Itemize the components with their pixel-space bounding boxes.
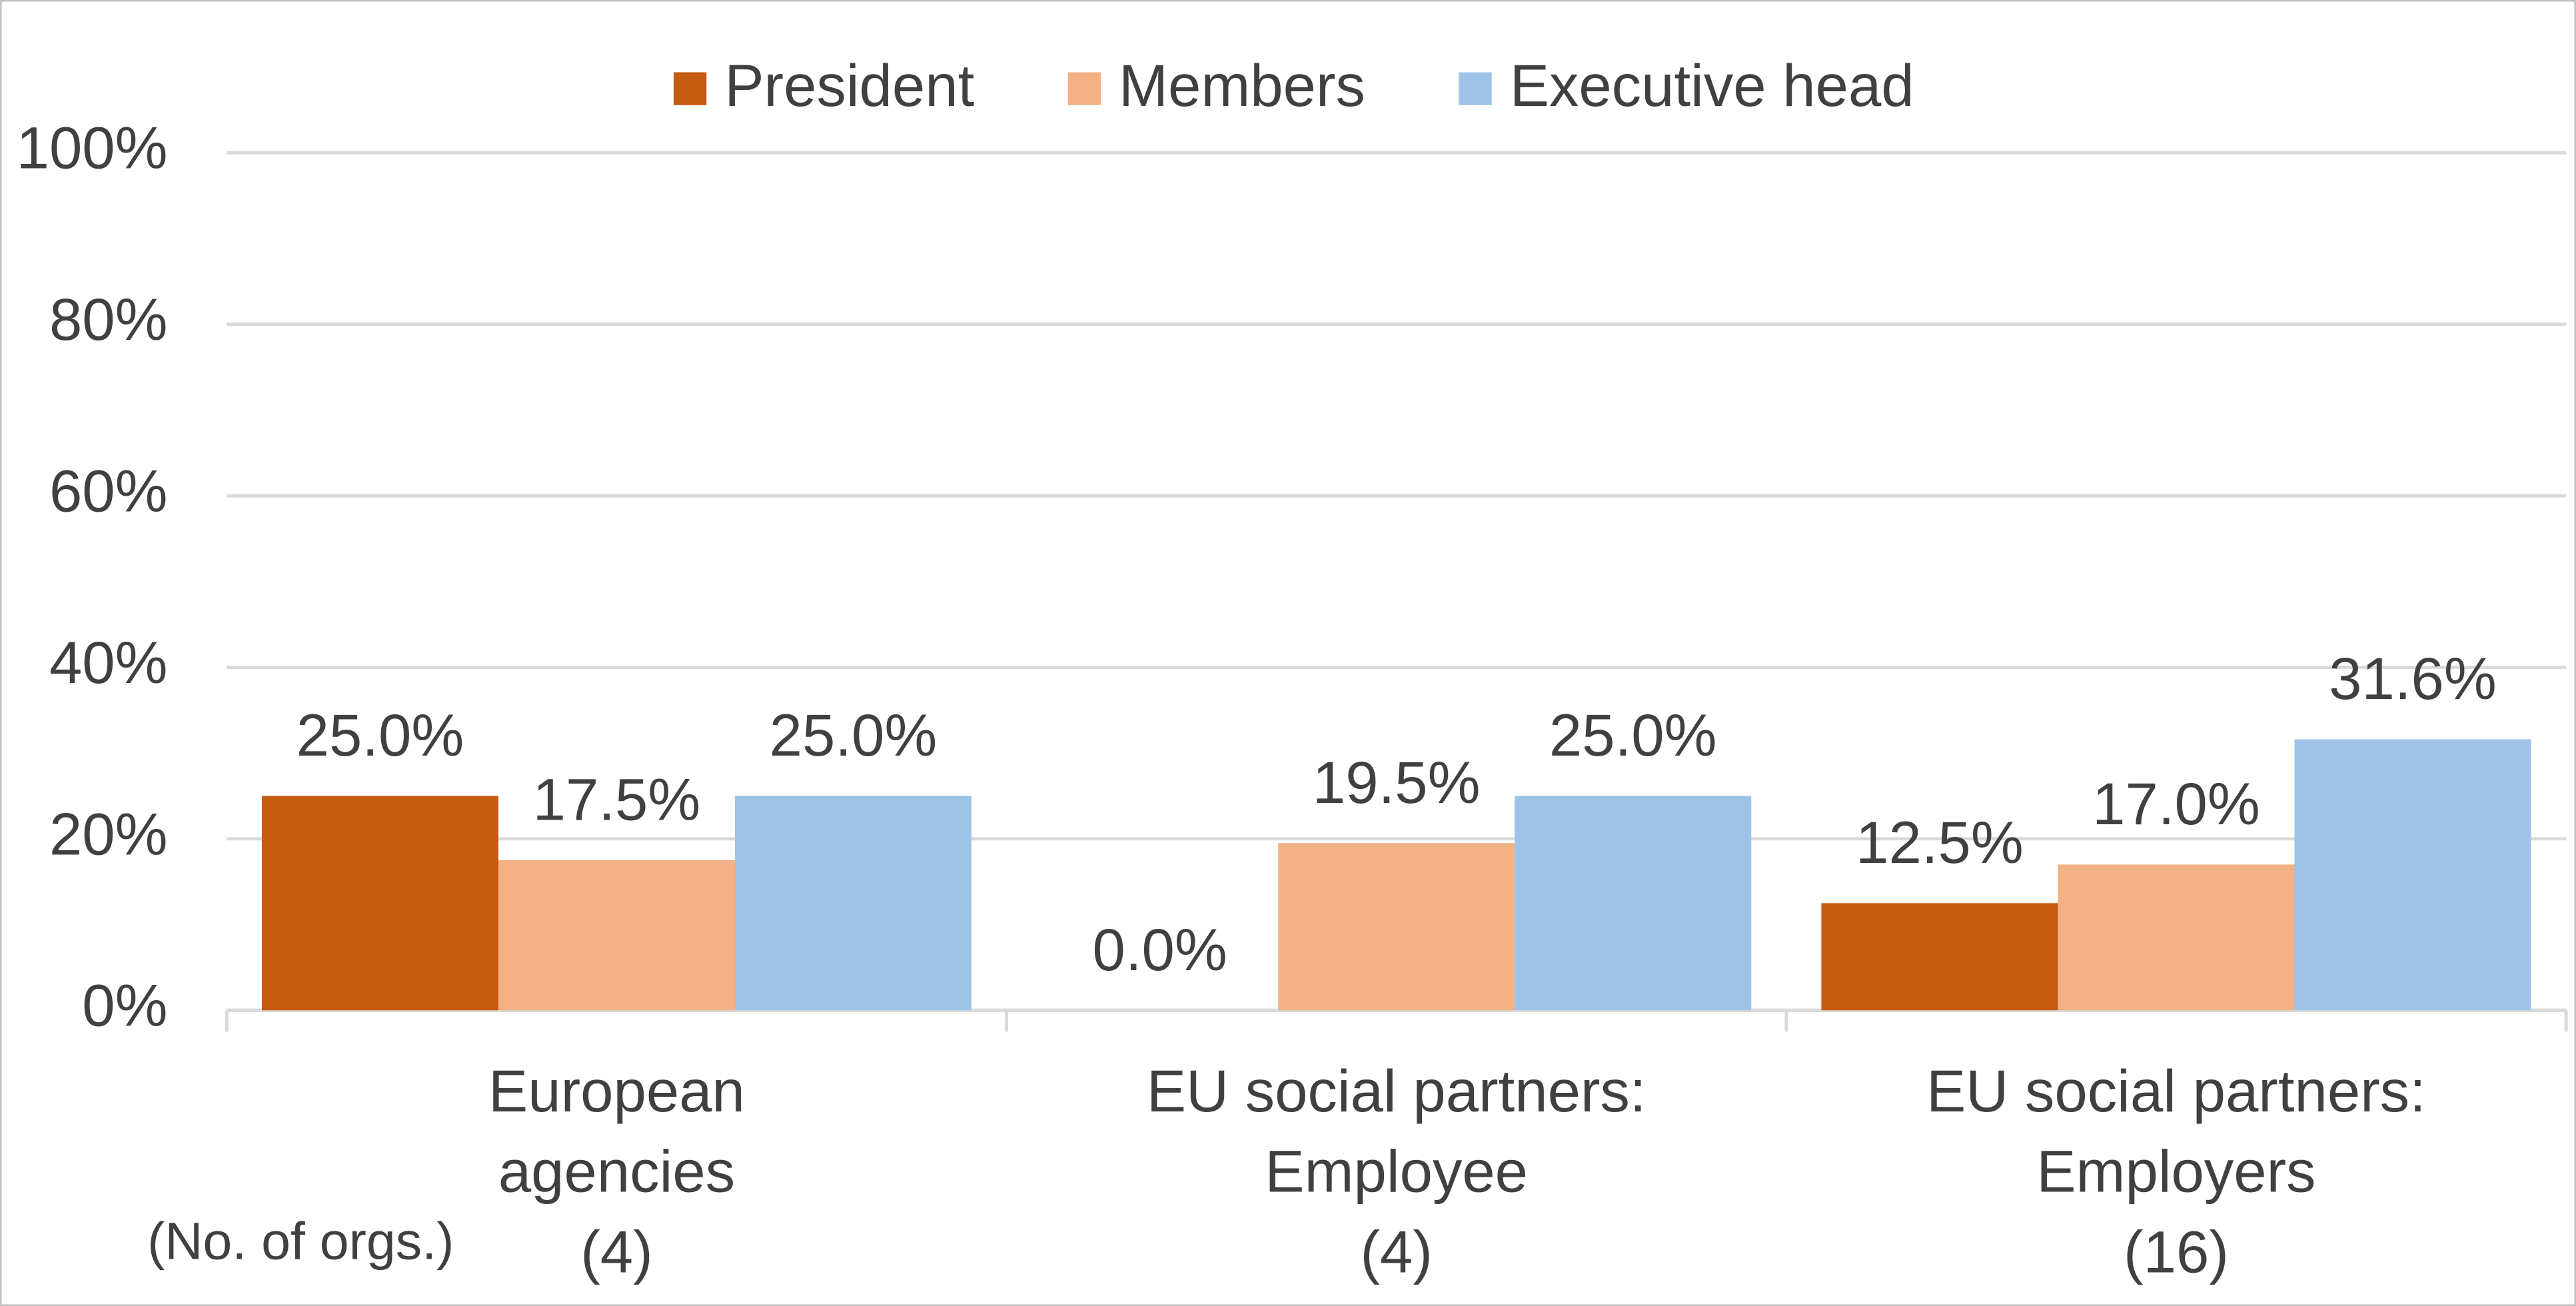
bar bbox=[2294, 739, 2531, 1011]
bar bbox=[1515, 796, 1752, 1011]
value-label: 17.5% bbox=[533, 767, 701, 833]
y-tick-label: 20% bbox=[49, 801, 168, 867]
legend-swatch bbox=[1459, 72, 1492, 105]
legend-label: Members bbox=[1119, 53, 1365, 119]
value-label: 12.5% bbox=[1856, 810, 2024, 876]
legend-swatch bbox=[1067, 72, 1101, 105]
value-label: 25.0% bbox=[1549, 702, 1717, 768]
x-tick-label: (4) bbox=[1360, 1219, 1432, 1285]
legend-label: President bbox=[724, 53, 974, 119]
value-label: 19.5% bbox=[1313, 750, 1481, 816]
x-tick-label: EU social partners: bbox=[1147, 1058, 1646, 1124]
y-tick-label: 100% bbox=[17, 115, 168, 181]
value-label: 25.0% bbox=[770, 702, 938, 768]
x-note: (No. of orgs.) bbox=[147, 1212, 454, 1271]
bar bbox=[734, 796, 971, 1011]
x-tick-label: Employers bbox=[2036, 1139, 2315, 1205]
x-tick-label: (4) bbox=[580, 1219, 652, 1285]
value-label: 17.0% bbox=[2092, 771, 2260, 837]
value-label: 0.0% bbox=[1093, 917, 1227, 983]
value-label: 25.0% bbox=[297, 702, 464, 768]
bar bbox=[2058, 864, 2295, 1011]
legend-label: Executive head bbox=[1510, 53, 1914, 119]
x-tick-label: European bbox=[488, 1058, 745, 1124]
bar bbox=[1821, 903, 2058, 1011]
x-tick-label: (16) bbox=[2124, 1219, 2229, 1285]
y-tick-label: 80% bbox=[49, 287, 168, 352]
y-tick-label: 60% bbox=[49, 458, 168, 524]
bar bbox=[1278, 843, 1515, 1011]
x-tick-label: EU social partners: bbox=[1926, 1058, 2426, 1124]
x-tick-label: Employee bbox=[1265, 1139, 1528, 1205]
x-tick-label: agencies bbox=[498, 1139, 735, 1205]
value-label: 31.6% bbox=[2329, 646, 2497, 712]
legend-swatch bbox=[673, 72, 707, 105]
bar bbox=[498, 860, 735, 1011]
y-tick-label: 0% bbox=[82, 973, 167, 1039]
bar bbox=[261, 796, 498, 1011]
y-tick-label: 40% bbox=[49, 630, 168, 696]
